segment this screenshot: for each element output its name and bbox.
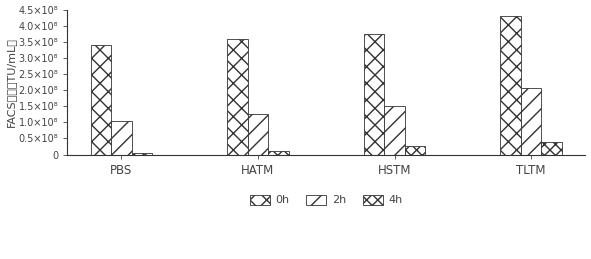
Bar <box>541 142 562 155</box>
Bar <box>405 147 426 155</box>
Bar <box>521 89 541 155</box>
Bar <box>90 45 111 155</box>
Bar <box>228 39 248 155</box>
Bar <box>501 16 521 155</box>
Bar <box>364 34 384 155</box>
Bar <box>132 153 152 155</box>
Bar <box>268 151 289 155</box>
Y-axis label: FACS滴度（TU/mL）: FACS滴度（TU/mL） <box>5 37 15 127</box>
Bar <box>111 121 132 155</box>
Bar <box>384 106 405 155</box>
Legend: 0h, 2h, 4h: 0h, 2h, 4h <box>245 190 407 210</box>
Bar <box>248 114 268 155</box>
